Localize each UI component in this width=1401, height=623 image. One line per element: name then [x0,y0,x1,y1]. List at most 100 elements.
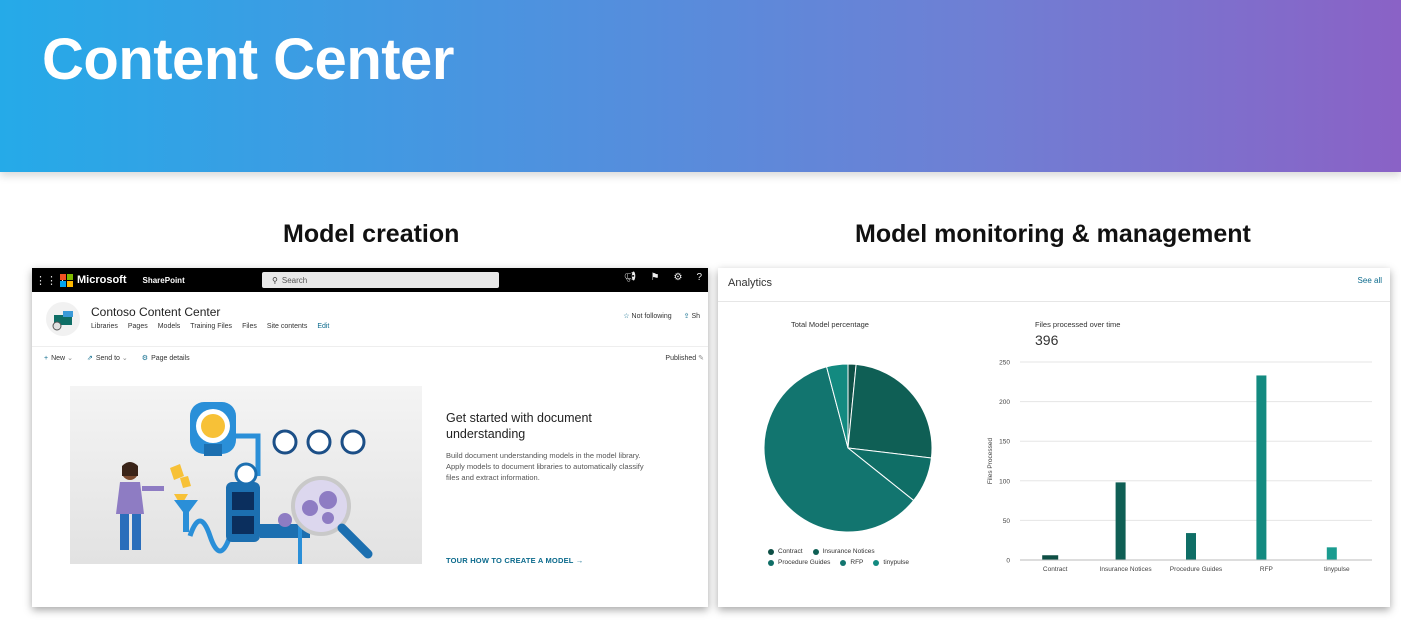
section-title-model-monitoring: Model monitoring & management [855,220,1251,248]
y-axis-label: Files Processed [987,438,994,485]
bar-tinypulse[interactable] [1326,547,1337,560]
help-icon[interactable]: ? [696,272,702,283]
nav-pages[interactable]: Pages [127,323,148,330]
analytics-header: Analytics See all [718,268,1390,302]
nav-site-contents[interactable]: Site contents [266,323,308,330]
suite-bar: ⋮⋮⋮ Microsoft SharePoint ⚲ Search 📢︎ ⚑ ⚙… [32,268,708,292]
y-tick-label: 200 [999,399,1010,406]
pie-slice-insurance-notices[interactable] [847,363,933,459]
legend-item-contract[interactable]: Contract [768,548,803,555]
follow-area: ☆ Not following ⇪ Sh [623,312,700,320]
legend-swatch [840,559,847,566]
legend-label: Contract [778,548,803,555]
pie-chart-title: Total Model percentage [791,320,869,329]
arrow-right-icon: → [575,556,584,565]
site-title[interactable]: Contoso Content Center [91,305,221,319]
follow-label: Not following [631,313,672,320]
x-tick-label: RFP [1260,566,1273,573]
legend-label: Insurance Notices [822,548,875,555]
share-button[interactable]: ⇪ Sh [684,312,700,320]
tour-link[interactable]: TOUR HOW TO CREATE A MODEL → [446,556,583,565]
pie-slice-tinypulse[interactable] [825,363,849,449]
published-label: Published [665,355,697,362]
chevron-down-icon: ⌄ [121,355,128,362]
x-tick-label: Procedure Guides [1170,566,1223,573]
megaphone-icon[interactable]: 📢︎ [623,272,637,283]
analytics-title: Analytics [728,277,773,289]
send-to-label: Send to [95,355,120,362]
pencil-icon: ✎ [698,355,704,362]
tour-link-label: TOUR HOW TO CREATE A MODEL [446,556,574,565]
files-processed-total: 396 [1035,332,1059,348]
send-to-button[interactable]: ⇗ Send to ⌄ [87,354,128,362]
microsoft-logo-icon [60,273,73,287]
site-nav: Libraries Pages Models Training Files Fi… [91,323,329,330]
bar-rfp[interactable] [1256,375,1267,560]
sharepoint-screenshot: ⋮⋮⋮ Microsoft SharePoint ⚲ Search 📢︎ ⚑ ⚙… [32,268,708,607]
microsoft-brand[interactable]: Microsoft [77,274,127,286]
flag-icon[interactable]: ⚑ [650,272,660,283]
legend-item-tinypulse[interactable]: tinypulse [873,559,909,566]
page-details-button[interactable]: ⚙ Page details [142,354,190,362]
new-label: New [51,355,66,362]
bar-procedure-guides[interactable] [1186,533,1196,560]
new-button[interactable]: + New ⌄ [44,354,73,362]
hero-title: Get started with document understanding [446,411,592,441]
x-tick-label: Insurance Notices [1100,566,1153,573]
legend-label: tinypulse [883,559,910,566]
x-tick-label: Contract [1043,566,1068,573]
app-launcher-icon[interactable]: ⋮⋮⋮ [35,274,68,287]
bar-chart: 0 50 100 150 200 250 Files Processed Contract In… [987,360,1372,573]
nav-training-files[interactable]: Training Files [190,323,233,330]
banner: Content Center [0,0,1401,172]
send-icon: ⇗ [86,355,93,362]
published-status[interactable]: Published ✎ [665,354,704,362]
command-bar: + New ⌄ ⇗ Send to ⌄ ⚙ Page details Publishe… [32,347,708,369]
y-tick-label: 0 [1006,558,1010,565]
sharepoint-app-name[interactable]: SharePoint [142,275,185,285]
y-tick-label: 150 [999,439,1010,446]
bar-contract[interactable] [1042,555,1059,560]
legend-item-rfp[interactable]: RFP [840,559,863,566]
legend-swatch [873,559,880,566]
plus-icon: + [44,355,49,362]
pie-chart [763,363,933,533]
see-all-link[interactable]: See all [1357,276,1382,285]
topbar-icons: 📢︎ ⚑ ⚙ ? [624,272,702,283]
share-icon: ⇪ [683,313,690,320]
site-header: Contoso Content Center Libraries Pages M… [32,292,708,347]
gear-icon: ⚙ [141,355,149,362]
analytics-screenshot: Analytics See all Total Model percentage… [718,268,1390,607]
x-tick-label: tinypulse [1324,566,1350,573]
legend-label: RFP [850,559,864,566]
y-tick-label: 100 [999,478,1010,485]
legend-item-insurance-notices[interactable]: Insurance Notices [812,548,875,555]
bar-insurance-notices[interactable] [1115,482,1126,560]
nav-libraries[interactable]: Libraries [91,323,118,330]
bar-chart-title: Files processed over time [1035,320,1121,329]
search-placeholder: Search [281,275,308,285]
follow-button[interactable]: ☆ Not following [623,312,671,320]
y-tick-label: 250 [999,360,1010,367]
y-tick-label: 50 [1003,518,1011,525]
pie-slice-rfp[interactable] [763,366,915,533]
legend-label: Procedure Guides [778,559,831,566]
search-icon: ⚲ [272,275,278,285]
nav-files[interactable]: Files [242,323,257,330]
nav-models[interactable]: Models [157,323,181,330]
hero-description: Build document understanding models in t… [446,451,644,482]
share-label: Sh [691,313,700,320]
legend-swatch [812,548,819,555]
legend-item-procedure-guides[interactable]: Procedure Guides [768,559,830,566]
star-icon: ☆ [623,313,630,320]
hero-text: Get started with document understanding … [446,410,656,483]
banner-title: Content Center [42,27,454,92]
site-logo-icon[interactable] [46,302,80,336]
legend-swatch [768,548,774,555]
legend-swatch [768,559,774,566]
section-title-model-creation: Model creation [283,220,460,248]
gear-icon[interactable]: ⚙ [673,272,683,283]
hero-illustration [70,386,422,564]
search-box[interactable]: ⚲ Search [262,272,499,288]
nav-edit[interactable]: Edit [317,323,330,330]
